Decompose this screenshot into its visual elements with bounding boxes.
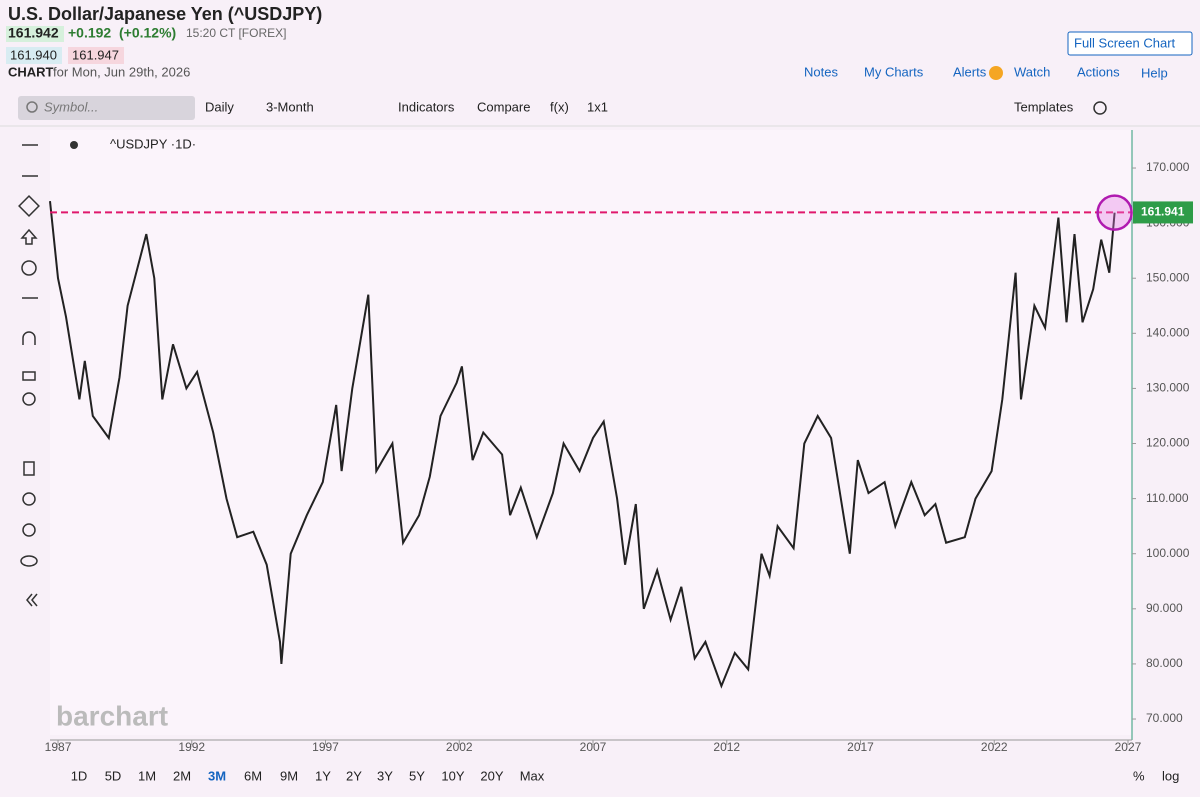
range-button[interactable]: 20Y — [480, 768, 503, 783]
full-screen-label[interactable]: Full Screen Chart — [1074, 35, 1176, 50]
toolbar-layout[interactable]: 1x1 — [587, 99, 608, 114]
eye-icon[interactable] — [70, 141, 78, 149]
last-bg — [6, 26, 64, 42]
x-tick-label: 1997 — [312, 740, 339, 754]
menu-alerts[interactable]: Alerts — [953, 64, 987, 79]
toolbar-indicators[interactable]: Indicators — [398, 99, 455, 114]
x-tick-label: 2002 — [446, 740, 473, 754]
toolbar-range[interactable]: 3-Month — [266, 99, 314, 114]
ask: 161.947 — [72, 47, 119, 62]
range-button[interactable]: 5D — [105, 768, 122, 783]
range-button[interactable]: 3M — [208, 768, 226, 783]
range-button[interactable]: 10Y — [441, 768, 464, 783]
search-box[interactable] — [18, 96, 195, 120]
range-button[interactable]: 2M — [173, 768, 191, 783]
chart-layer: 70.000 80.000 90.000 100.000 110.000 120.000 1… — [45, 160, 1193, 754]
price-line — [49, 200, 1116, 689]
range-bar: 1D 5D 1M 2M 3M 6M 9M 1Y 2Y 3Y 5Y 10Y 20Y Max — [71, 768, 545, 783]
y-tick-label: 100.000 — [1146, 546, 1190, 560]
range-button[interactable]: 1Y — [315, 768, 331, 783]
alert-icon — [989, 66, 1003, 80]
menu-notes[interactable]: Notes — [804, 64, 838, 79]
watermark: barchart — [56, 700, 168, 731]
range-button[interactable]: 1M — [138, 768, 156, 783]
range-button[interactable]: 1D — [71, 768, 88, 783]
range-button[interactable]: 9M — [280, 768, 298, 783]
ask-bg — [68, 47, 124, 64]
search-icon — [26, 101, 38, 113]
last-point-highlight — [1096, 194, 1133, 231]
full-screen-button[interactable] — [1067, 31, 1193, 56]
x-tick-label: 1992 — [178, 740, 205, 754]
range-button[interactable]: 6M — [244, 768, 262, 783]
y-tick-label: 140.000 — [1146, 325, 1190, 339]
toolbar-compare[interactable]: Compare — [477, 99, 530, 114]
last-price-label: 161.941 — [1141, 205, 1185, 219]
plot-area — [50, 130, 1132, 735]
x-tick-label: 2022 — [981, 740, 1008, 754]
change-pct: (+0.12%) — [119, 25, 176, 41]
range-button[interactable]: 2Y — [346, 768, 362, 783]
search-placeholder[interactable]: Symbol... — [44, 99, 98, 114]
series-legend: ^USDJPY ·1D· — [110, 136, 196, 151]
toolbar-fx[interactable]: f(x) — [550, 99, 569, 114]
range-button[interactable]: Max — [520, 768, 545, 783]
x-tick-label: 1987 — [45, 740, 72, 754]
y-tick-label: 150.000 — [1146, 270, 1190, 284]
toolbar-interval[interactable]: Daily — [205, 99, 234, 114]
menu-actions[interactable]: Actions — [1077, 64, 1120, 79]
settings-icon[interactable] — [1093, 101, 1107, 115]
menu-my-charts[interactable]: My Charts — [864, 64, 924, 79]
y-tick-label: 80.000 — [1146, 656, 1183, 670]
y-tick-label: 170.000 — [1146, 160, 1190, 174]
y-tick-label: 110.000 — [1146, 491, 1189, 505]
y-tick-label: 120.000 — [1146, 436, 1190, 450]
range-button[interactable]: 5Y — [409, 768, 425, 783]
log-button[interactable]: log — [1162, 768, 1179, 783]
bid: 161.940 — [10, 47, 57, 62]
range-button[interactable]: 3Y — [377, 768, 393, 783]
chart-date: for Mon, Jun 29th, 2026 — [53, 64, 190, 79]
toolbar-templates[interactable]: Templates — [1014, 99, 1074, 114]
menu-watch[interactable]: Watch — [1014, 64, 1050, 79]
time: 15:20 CT [FOREX] — [186, 26, 286, 40]
tool-icons[interactable] — [18, 144, 40, 607]
percent-button[interactable]: % — [1133, 768, 1145, 783]
last-price: 161.942 — [8, 25, 59, 41]
change: +0.192 — [68, 25, 111, 41]
y-tick-label: 70.000 — [1146, 711, 1183, 725]
x-tick-label: 2012 — [713, 740, 740, 754]
chart-label: CHART — [8, 64, 54, 79]
x-tick-label: 2027 — [1115, 740, 1142, 754]
bid-bg — [6, 47, 62, 64]
title: U.S. Dollar/Japanese Yen (^USDJPY) — [8, 4, 322, 24]
y-tick-label: 130.000 — [1146, 381, 1190, 395]
menu-help[interactable]: Help — [1141, 65, 1168, 80]
x-tick-label: 2017 — [847, 740, 874, 754]
y-tick-label: 90.000 — [1146, 601, 1183, 615]
last-price-badge — [1133, 201, 1193, 224]
x-tick-label: 2007 — [580, 740, 607, 754]
